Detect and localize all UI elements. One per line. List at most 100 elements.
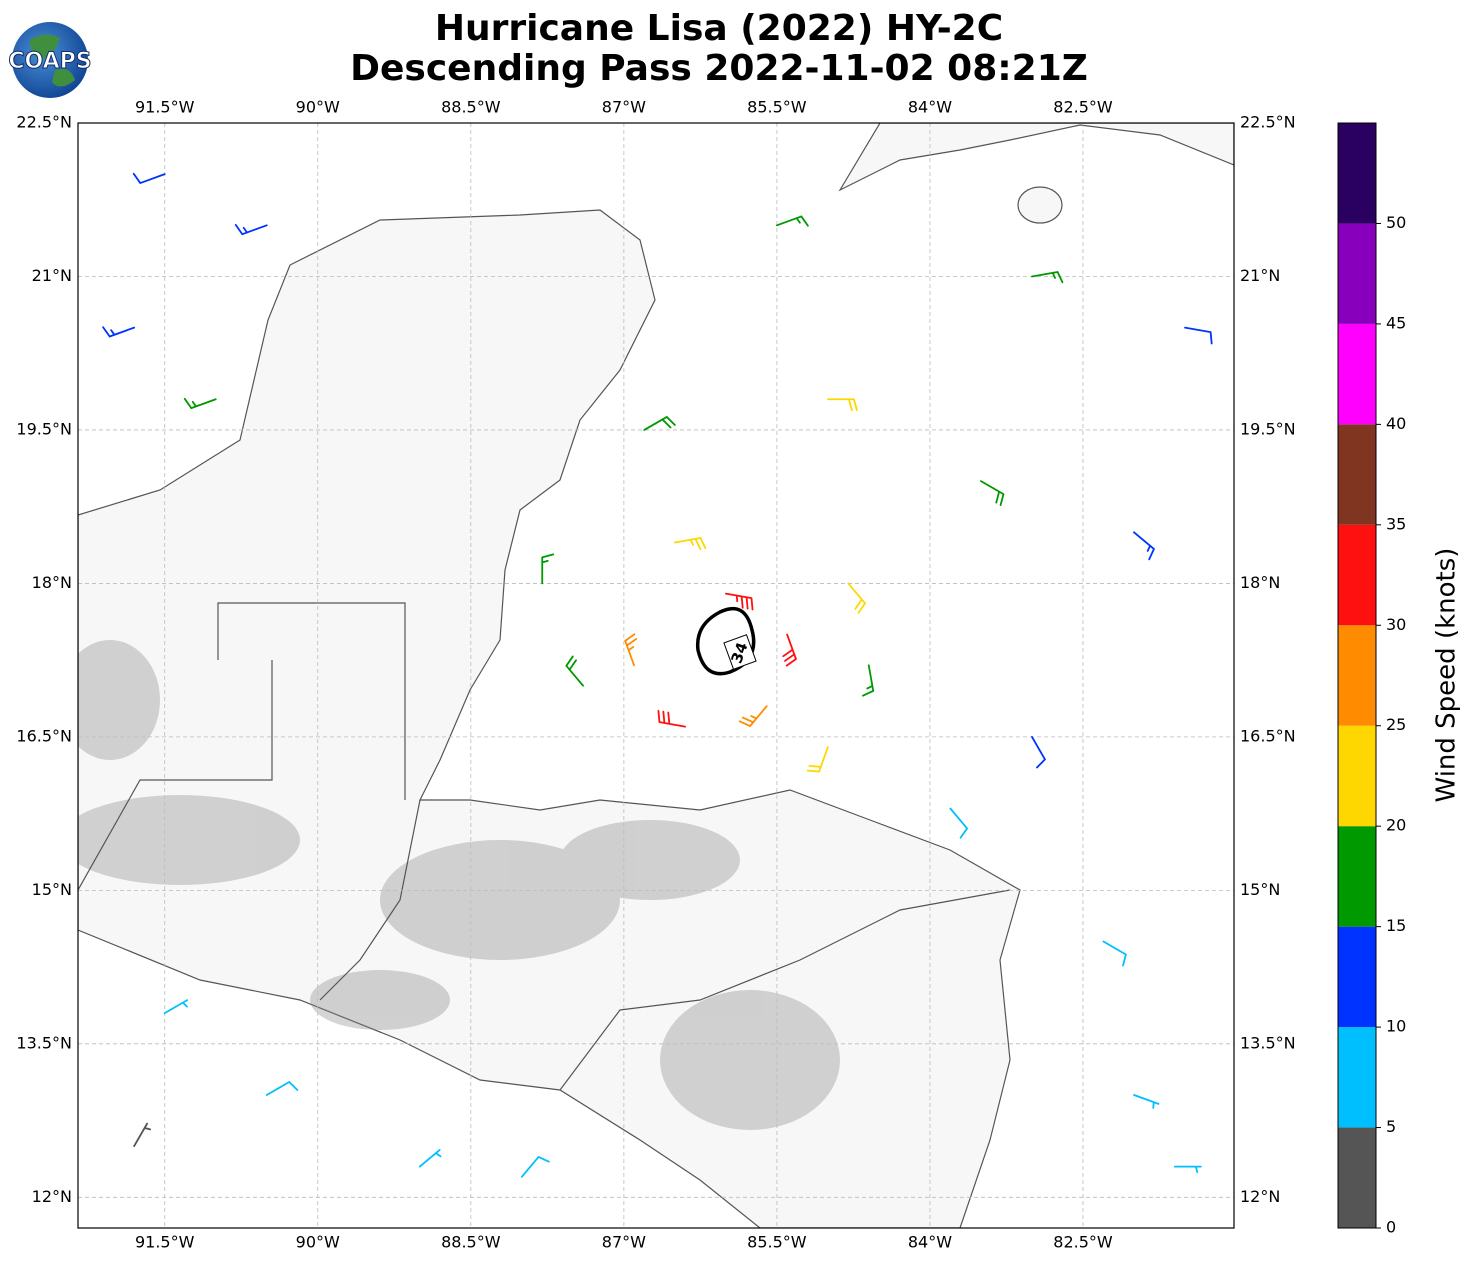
wind-barb — [418, 1149, 442, 1168]
colorbar: 0 5 10 15 20 25 30 35 40 45 50 — [1337, 122, 1406, 1237]
border — [217, 602, 406, 800]
x-tick-label: 85.5°W — [747, 1233, 807, 1252]
wind-barb — [980, 480, 1005, 507]
x-tick-label: 84°W — [908, 98, 952, 117]
wind-barb — [1133, 531, 1155, 561]
colorbar-tick-label: 5 — [1386, 1117, 1396, 1136]
map-frame — [77, 122, 1235, 1229]
terrain — [78, 640, 840, 1130]
wind-barb — [1102, 940, 1127, 967]
x-tick-label: 90°W — [296, 98, 340, 117]
wind-barb — [806, 746, 829, 773]
y-tick-label: 12°N — [32, 1187, 72, 1206]
y-tick-label: 15°N — [1240, 880, 1280, 899]
colorbar-segment — [1338, 223, 1376, 324]
y-tick-label: 18°N — [1240, 573, 1280, 592]
colorbar-tick-label: 50 — [1386, 213, 1406, 232]
colorbar-segment — [1338, 424, 1376, 525]
chart-subtitle: Descending Pass 2022-11-02 08:21Z — [350, 48, 1088, 89]
colorbar-tick-label: 25 — [1386, 715, 1406, 734]
wind-barb — [520, 1156, 550, 1178]
wind-barb — [776, 215, 809, 227]
x-tick-label: 87°W — [602, 98, 646, 117]
wind-barb — [1031, 735, 1046, 769]
colorbar-tick-label: 10 — [1386, 1017, 1406, 1036]
wind-barb — [234, 223, 268, 236]
wind-barb — [738, 705, 768, 728]
x-tick-label: 90°W — [296, 1233, 340, 1252]
wind-barb — [949, 807, 968, 839]
wind-barb — [132, 172, 166, 184]
colorbar-frame — [1337, 122, 1377, 1229]
border — [319, 799, 1011, 1091]
grid — [78, 123, 1234, 1228]
wind-barb — [541, 553, 555, 585]
wind-barb — [657, 709, 686, 728]
wind-barb — [643, 416, 676, 431]
colorbar-tick-label: 35 — [1386, 514, 1406, 533]
y-tick-label: 21°N — [32, 266, 72, 285]
logo-text: COAPS — [8, 49, 91, 74]
x-tick-label: 82.5°W — [1053, 1233, 1113, 1252]
colorbar-segment — [1338, 1027, 1376, 1128]
y-tick-label: 16.5°N — [16, 726, 72, 745]
colorbar-label: Wind Speed (knots) — [1432, 548, 1462, 803]
x-tick-label: 91.5°W — [135, 1233, 195, 1252]
wind-barb — [827, 398, 858, 412]
wind-barb — [102, 326, 136, 338]
y-tick-label: 19.5°N — [16, 419, 72, 438]
basemap: 34 — [78, 123, 1234, 1228]
logo: COAPS — [8, 22, 92, 98]
wind-barb — [1031, 271, 1064, 284]
colorbar-segment — [1338, 524, 1376, 626]
wind-barb — [782, 633, 797, 667]
colorbar-tick-label: 20 — [1386, 816, 1406, 835]
wind-barb — [163, 999, 189, 1015]
colorbar-tick-label: 45 — [1386, 313, 1406, 332]
axes: 91.5°W 91.5°W 90°W 90°W 88.5°W 88.5°W 87°W 87°W… — [16, 98, 1295, 1252]
colorbar-segment — [1338, 625, 1376, 726]
x-tick-label: 87°W — [602, 1233, 646, 1252]
colorbar-tick-label: 15 — [1386, 916, 1406, 935]
wind-barb — [862, 664, 875, 697]
y-tick-label: 18°N — [32, 573, 72, 592]
wind-barb — [1184, 326, 1213, 345]
y-tick-label: 12°N — [1240, 1187, 1280, 1206]
colorbar-segment — [1338, 725, 1376, 827]
wind-barb — [565, 655, 584, 687]
x-tick-label: 88.5°W — [441, 98, 501, 117]
y-tick-label: 13.5°N — [1240, 1033, 1296, 1052]
wind-barb — [1133, 1094, 1160, 1109]
land — [78, 209, 1021, 1228]
x-tick-label: 85.5°W — [747, 98, 807, 117]
wind-barb — [183, 397, 217, 410]
colorbar-segment — [1338, 123, 1376, 224]
chart-title: Hurricane Lisa (2022) HY-2C — [435, 8, 1003, 49]
colorbar-tick-label: 30 — [1386, 615, 1406, 634]
colorbar-segment — [1338, 926, 1376, 1028]
colorbar-segment — [1338, 1127, 1376, 1228]
y-tick-label: 22.5°N — [16, 113, 72, 132]
wind-barb — [624, 633, 638, 667]
colorbar-tick-label: 0 — [1386, 1218, 1396, 1237]
y-tick-label: 19.5°N — [1240, 419, 1296, 438]
wind-barbs — [102, 172, 1213, 1178]
wind-barb — [673, 537, 707, 551]
y-tick-label: 16.5°N — [1240, 726, 1296, 745]
y-tick-label: 15°N — [32, 880, 72, 899]
contour-label-box: 34 — [723, 634, 757, 670]
y-tick-label: 13.5°N — [16, 1033, 72, 1052]
wind-contour — [695, 606, 756, 676]
x-tick-label: 84°W — [908, 1233, 952, 1252]
wind-barb — [265, 1081, 299, 1096]
colorbar-segment — [1338, 826, 1376, 927]
x-tick-label: 91.5°W — [135, 98, 195, 117]
wind-barb — [1173, 1165, 1202, 1174]
y-tick-label: 21°N — [1240, 266, 1280, 285]
y-tick-label: 22.5°N — [1240, 113, 1296, 132]
x-tick-label: 82.5°W — [1053, 98, 1113, 117]
colorbar-segment — [1338, 323, 1376, 425]
border — [78, 660, 273, 891]
wind-barb — [724, 592, 754, 611]
